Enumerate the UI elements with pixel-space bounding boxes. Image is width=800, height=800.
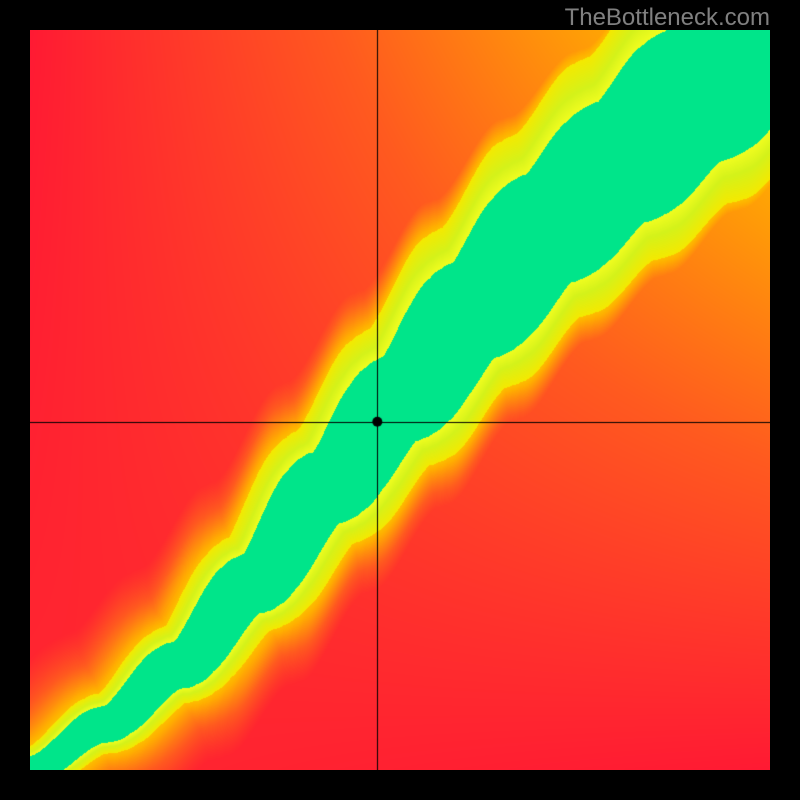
bottleneck-heatmap xyxy=(30,30,770,770)
chart-container: TheBottleneck.com xyxy=(0,0,800,800)
watermark-text: TheBottleneck.com xyxy=(565,4,770,32)
